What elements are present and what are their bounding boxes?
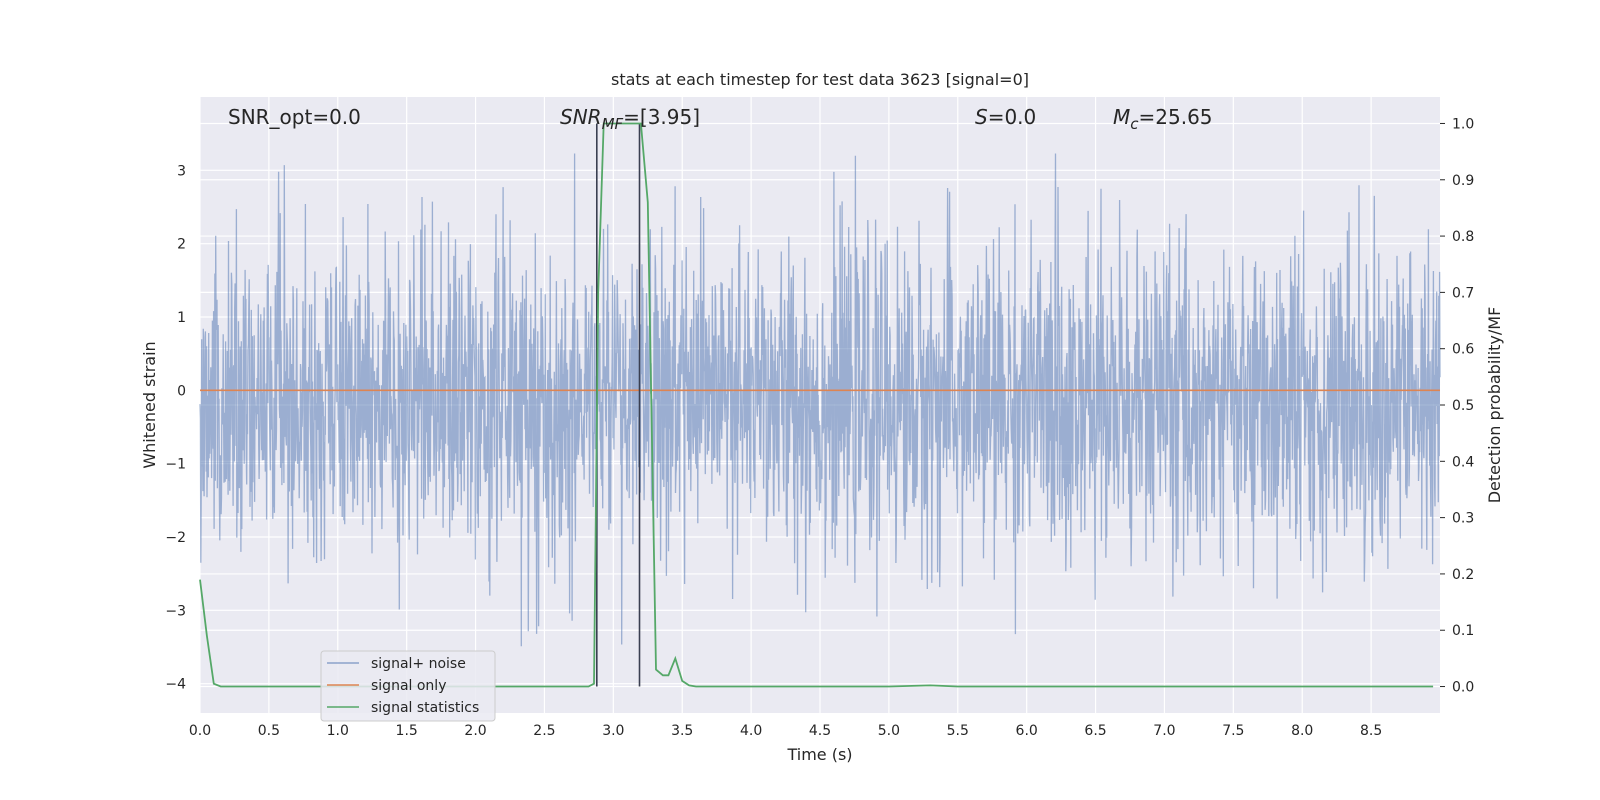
x-tick-label: 2.0 bbox=[464, 723, 486, 739]
x-tick-label: 2.5 bbox=[533, 723, 555, 739]
series-signal-plus-noise bbox=[199, 153, 1441, 647]
y2-tick-label: 0.6 bbox=[1452, 342, 1474, 358]
y-tick-label: −4 bbox=[165, 677, 186, 693]
x-axis-label: Time (s) bbox=[786, 745, 852, 764]
legend: signal+ noise signal only signal statist… bbox=[320, 650, 496, 722]
y-tick-label: 2 bbox=[177, 237, 186, 253]
x-tick-label: 3.5 bbox=[671, 723, 693, 739]
y-tick-label: 1 bbox=[177, 310, 186, 326]
y2-tick-label: 0.8 bbox=[1452, 229, 1474, 245]
y2-tick-label: 0.5 bbox=[1452, 398, 1474, 414]
series-line-signal-plus-noise bbox=[199, 153, 1441, 647]
annotation-snr-mf-value: =[3.95] bbox=[623, 105, 700, 129]
y2-tick-label: 0.0 bbox=[1452, 680, 1474, 696]
y-tick-label: −1 bbox=[165, 457, 186, 473]
annotation-snr-mf-sub: MF bbox=[602, 115, 624, 133]
annotation-snr-opt: SNR_opt=0.0 bbox=[228, 105, 361, 129]
x-tick-label: 8.5 bbox=[1360, 723, 1382, 739]
y-axis-label: Whitened strain bbox=[140, 341, 159, 468]
annotation-s-main: S bbox=[975, 105, 988, 129]
y2-tick-label: 0.2 bbox=[1452, 567, 1474, 583]
x-tick-label: 6.0 bbox=[1016, 723, 1038, 739]
x-tick-label: 0.5 bbox=[258, 723, 280, 739]
chart-title: stats at each timestep for test data 362… bbox=[611, 70, 1029, 89]
y2-axis-label: Detection probability/MF bbox=[1485, 307, 1504, 504]
y-tick-label: 3 bbox=[177, 163, 186, 179]
y-tick-label: 0 bbox=[177, 383, 186, 399]
y2-tick-label: 0.1 bbox=[1452, 623, 1474, 639]
x-tick-label: 7.0 bbox=[1153, 723, 1175, 739]
x-tick-label: 8.0 bbox=[1291, 723, 1313, 739]
annotation-mc-value: =25.65 bbox=[1139, 105, 1213, 129]
annotation-mc-main: M bbox=[1113, 105, 1130, 129]
annotation-mc: Mc=25.65 bbox=[1113, 105, 1213, 133]
legend-label-signal-only: signal only bbox=[371, 678, 446, 694]
axis-ticks: 0.0 0.5 1.0 1.5 2.0 2.5 3.0 3.5 4.0 4.5 5.0 5.5 6.0 6… bbox=[165, 116, 1474, 739]
annotation-snr-mf-main: SNR bbox=[560, 105, 602, 129]
annotation-s: S=0.0 bbox=[975, 105, 1036, 129]
y2-tick-label: 0.4 bbox=[1452, 454, 1474, 470]
x-tick-label: 3.0 bbox=[602, 723, 624, 739]
y-tick-label: −2 bbox=[165, 530, 186, 546]
x-tick-label: 5.5 bbox=[947, 723, 969, 739]
y2-tick-label: 0.9 bbox=[1452, 173, 1474, 189]
y2-tick-label: 0.7 bbox=[1452, 285, 1474, 301]
x-tick-label: 1.0 bbox=[327, 723, 349, 739]
x-tick-label: 5.0 bbox=[878, 723, 900, 739]
x-tick-label: 6.5 bbox=[1084, 723, 1106, 739]
x-tick-label: 1.5 bbox=[396, 723, 418, 739]
x-tick-label: 4.5 bbox=[809, 723, 831, 739]
legend-label-signal-plus-noise: signal+ noise bbox=[371, 656, 466, 672]
x-tick-label: 4.0 bbox=[740, 723, 762, 739]
legend-box bbox=[320, 650, 496, 722]
annotation-s-value: =0.0 bbox=[988, 105, 1037, 129]
y2-tick-label: 0.3 bbox=[1452, 511, 1474, 527]
x-tick-label: 0.0 bbox=[189, 723, 211, 739]
legend-label-signal-statistics: signal statistics bbox=[371, 700, 479, 716]
y-tick-label: −3 bbox=[165, 603, 186, 619]
y2-tick-label: 1.0 bbox=[1452, 116, 1474, 132]
annotation-snr-mf: SNRMF=[3.95] bbox=[560, 105, 700, 133]
annotation-mc-sub: c bbox=[1130, 115, 1139, 133]
x-tick-label: 7.5 bbox=[1222, 723, 1244, 739]
